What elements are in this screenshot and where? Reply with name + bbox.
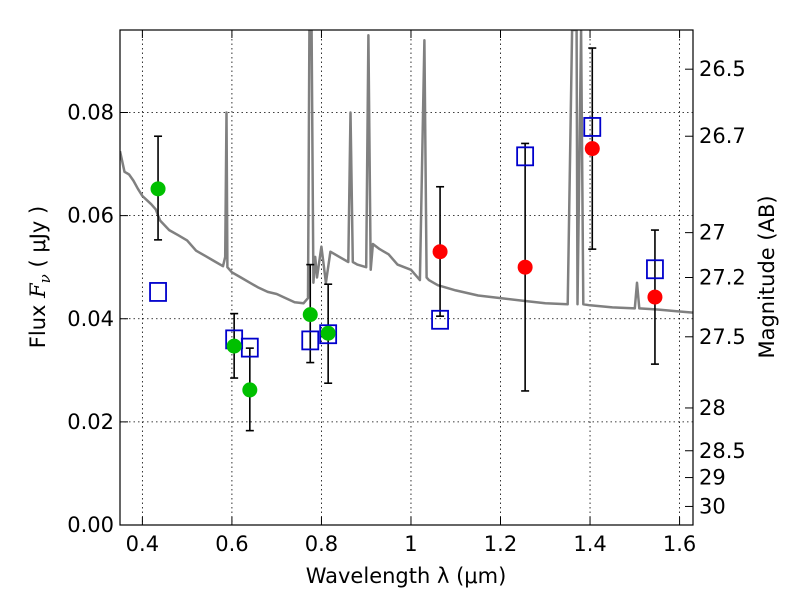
y2-tick-label: 26.7 <box>699 124 746 148</box>
red-data-point <box>432 244 448 260</box>
model-photometry-square <box>240 337 259 358</box>
model-photometry-square <box>431 309 449 330</box>
y2-tick-label: 26.5 <box>699 57 746 81</box>
x-tick-label: 1.2 <box>484 532 517 556</box>
model-photometry-square <box>319 324 338 345</box>
green-data-point <box>150 181 166 197</box>
y-tick-label: 0.08 <box>67 101 114 125</box>
x-tick-label: 1.6 <box>663 532 696 556</box>
y-tick-label: 0.04 <box>67 307 114 331</box>
y-axis-title: Flux Fν ( μJy ) <box>26 206 54 348</box>
model-photometry-square <box>149 282 167 302</box>
sed-model-curve <box>120 30 693 314</box>
x-tick-label: 1 <box>404 532 417 556</box>
green-data-point <box>320 325 336 341</box>
x-axis-title: Wavelength λ (μm) <box>306 564 507 588</box>
red-data-point <box>647 289 663 305</box>
grid-lines <box>120 30 693 525</box>
green-data-point <box>242 382 258 398</box>
red-data-point <box>584 141 600 157</box>
red-data-point <box>517 259 533 275</box>
green-data-point <box>226 338 242 354</box>
x-tick-label: 0.4 <box>126 532 159 556</box>
plot-frame <box>119 29 694 526</box>
y2-tick-label: 27.2 <box>699 266 746 290</box>
x-tick-label: 1.4 <box>573 532 606 556</box>
model-photometry-square <box>301 330 320 351</box>
y-tick-label: 0.06 <box>67 204 114 228</box>
y2-tick-label: 27 <box>699 221 726 245</box>
axis-tick-labels: 0.4 0.6 0.8 1 1.2 1.4 1.6 0.00 0.02 0.04 0.06 0.08 2… <box>67 57 746 556</box>
y2-tick-label: 29 <box>699 466 726 490</box>
y2-tick-label: 28.5 <box>699 439 746 463</box>
x-tick-label: 0.8 <box>305 532 338 556</box>
plot-area <box>120 30 693 432</box>
axis-ticks <box>120 30 693 526</box>
y2-tick-label: 27.5 <box>699 325 746 349</box>
y2-axis-title: Magnitude (AB) <box>755 195 779 358</box>
y-tick-label: 0.00 <box>67 513 114 537</box>
model-photometry-square <box>583 117 602 137</box>
y2-tick-label: 30 <box>699 494 726 518</box>
model-photometry-square <box>646 259 664 280</box>
model-photometry-square <box>516 146 535 167</box>
green-data-point <box>302 307 318 323</box>
x-tick-label: 0.6 <box>215 532 248 556</box>
y2-tick-label: 28 <box>699 396 726 420</box>
y-tick-label: 0.02 <box>67 410 114 434</box>
